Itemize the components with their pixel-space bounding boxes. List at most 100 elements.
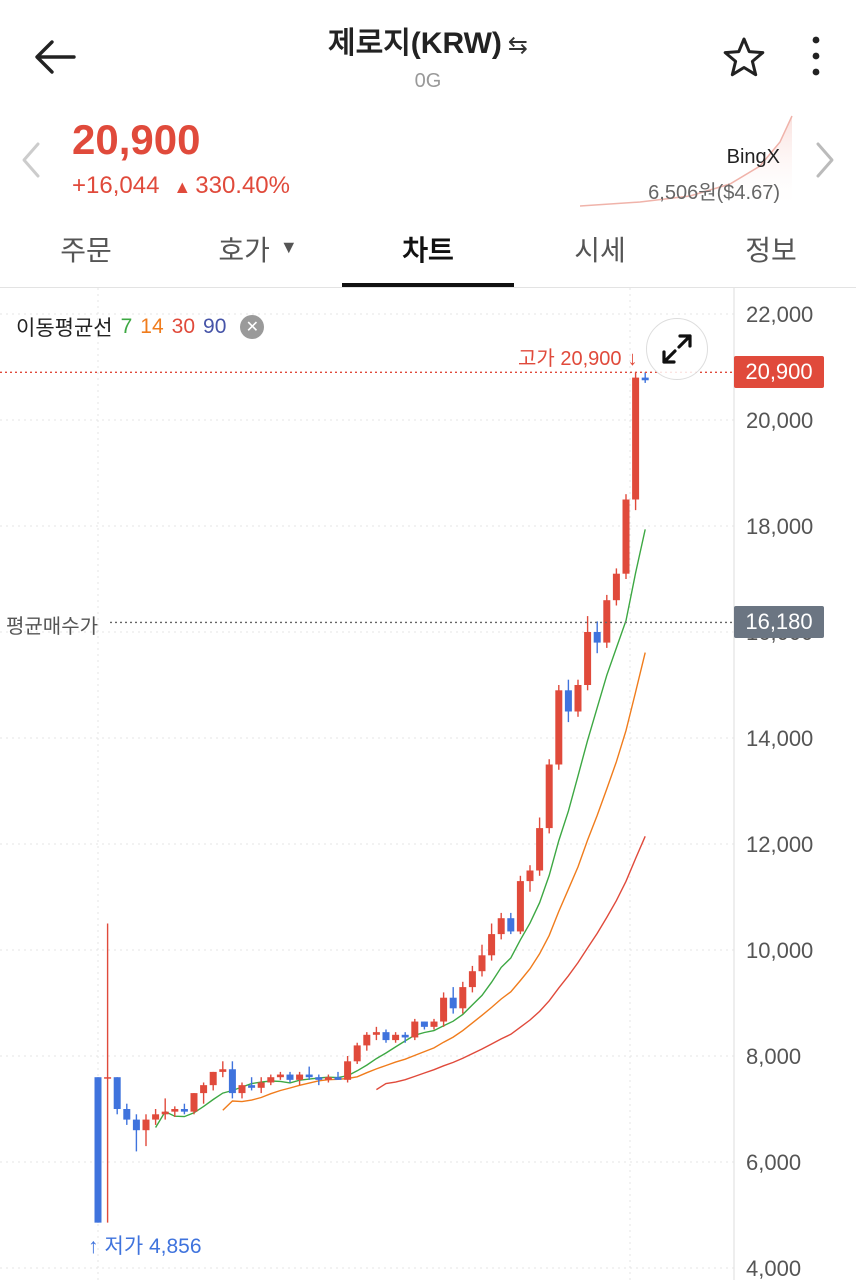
- candle-body: [526, 870, 534, 882]
- tab-order-label: 주문: [60, 235, 112, 266]
- tab-order[interactable]: 주문: [0, 215, 172, 287]
- candle-body: [420, 1021, 428, 1027]
- next-coin-chevron-icon[interactable]: [812, 140, 838, 180]
- expand-chart-button[interactable]: [646, 318, 708, 380]
- current-price: 20,900: [72, 116, 201, 163]
- app-header: 제로지(KRW) ⇆ 0G: [0, 0, 856, 110]
- candle-body: [641, 377, 649, 381]
- legend-ma30: 30: [171, 315, 196, 338]
- candle-body: [257, 1082, 265, 1088]
- price-summary: 20,900 +16,044 ▲ 330.40% BingX 6,506원($4.6…: [0, 110, 856, 210]
- y-tick-label: 18,000: [746, 514, 813, 539]
- candle-body: [564, 690, 572, 712]
- candle-body: [334, 1077, 342, 1080]
- candle-body: [353, 1045, 361, 1062]
- tab-orderbook-label: 호가: [218, 235, 270, 266]
- candle-body: [363, 1034, 371, 1046]
- candle-body: [171, 1109, 179, 1112]
- sparkline-chart: [580, 115, 793, 210]
- price-chart-area[interactable]: 22,00020,00018,00016,00014,00012,00010,0…: [0, 288, 856, 1280]
- candle-body: [593, 632, 601, 643]
- tab-chart[interactable]: 차트: [342, 215, 514, 287]
- moving-average-7-line: [155, 529, 646, 1128]
- average-buy-price-label: 평균매수가: [6, 616, 98, 638]
- candle-body: [104, 1077, 112, 1079]
- dropdown-caret-icon: ▼: [279, 237, 298, 257]
- candle-body: [555, 690, 563, 765]
- close-legend-icon[interactable]: ✕: [240, 315, 265, 339]
- current-price-badge: 20,900: [734, 356, 824, 389]
- candle-body: [612, 573, 620, 601]
- candle-body: [238, 1085, 246, 1094]
- candle-body: [296, 1074, 304, 1080]
- candle-body: [574, 685, 582, 712]
- candle-body: [305, 1074, 313, 1078]
- candle-body: [113, 1077, 121, 1109]
- legend-title: 이동평균선: [16, 317, 113, 340]
- down-arrow-icon: ↓: [627, 348, 638, 370]
- up-arrow-icon: ↑: [88, 1235, 99, 1258]
- tab-info[interactable]: 정보: [686, 215, 856, 287]
- candle-body: [497, 918, 505, 935]
- y-tick-label: 14,000: [746, 726, 813, 751]
- candle-body: [276, 1074, 284, 1078]
- legend-ma90: 90: [203, 315, 227, 338]
- candle-body: [315, 1077, 323, 1080]
- candle-body: [190, 1093, 198, 1112]
- title-block: 제로지(KRW) ⇆ 0G: [0, 18, 856, 93]
- moving-average-30-line: [376, 836, 646, 1091]
- candle-body: [584, 632, 592, 685]
- swap-currency-icon[interactable]: ⇆: [507, 32, 528, 59]
- candle-body: [392, 1034, 400, 1041]
- y-tick-label: 8,000: [746, 1044, 801, 1069]
- change-percent: 330.40%: [195, 172, 290, 199]
- exchange-name: BingX: [726, 146, 780, 168]
- candle-body: [516, 881, 524, 932]
- legend-ma14: 14: [140, 315, 164, 338]
- candle-body: [430, 1021, 438, 1027]
- candle-body: [488, 934, 496, 956]
- y-tick-label: 20,000: [746, 408, 813, 433]
- candle-body: [440, 997, 448, 1022]
- back-arrow-icon[interactable]: [30, 32, 80, 82]
- up-triangle-icon: ▲: [173, 177, 192, 197]
- candle-body: [632, 377, 640, 500]
- candle-body: [622, 499, 630, 574]
- candle-body: [324, 1077, 332, 1080]
- favorite-star-icon[interactable]: [720, 34, 768, 82]
- page-subtitle: 0G: [414, 70, 442, 92]
- candle-body: [94, 1077, 102, 1223]
- candle-body: [142, 1119, 150, 1131]
- exchange-krw-price: 6,506원: [648, 182, 717, 204]
- moving-average-legend: 이동평균선 7 14 30 90 ✕: [16, 312, 265, 342]
- previous-coin-chevron-icon[interactable]: [18, 140, 44, 180]
- tab-market-price[interactable]: 시세: [514, 215, 686, 287]
- page-title: 제로지(KRW): [328, 27, 502, 60]
- exchange-usd-price: ($4.67): [716, 182, 780, 204]
- tab-info-label: 정보: [745, 235, 797, 266]
- candle-body: [152, 1114, 160, 1120]
- candle-body: [161, 1111, 169, 1115]
- tab-bar: 주문 호가 ▼ 차트 시세 정보: [0, 215, 856, 288]
- price-change: +16,044 ▲ 330.40%: [72, 172, 290, 200]
- tab-orderbook[interactable]: 호가 ▼: [172, 215, 344, 287]
- candle-body: [123, 1109, 131, 1120]
- candlestick-chart[interactable]: 22,00020,00018,00016,00014,00012,00010,0…: [0, 288, 856, 1280]
- candle-body: [545, 764, 553, 829]
- high-price-text: 고가 20,900: [518, 348, 622, 370]
- candle-body: [180, 1109, 188, 1112]
- y-tick-label: 4,000: [746, 1256, 801, 1280]
- y-tick-label: 6,000: [746, 1150, 801, 1175]
- moving-average-14-line: [222, 652, 646, 1111]
- y-tick-label: 10,000: [746, 938, 813, 963]
- average-buy-price-badge: 16,180: [734, 606, 824, 639]
- candle-body: [132, 1119, 140, 1131]
- candle-body: [286, 1074, 294, 1080]
- y-tick-label: 12,000: [746, 832, 813, 857]
- change-amount: +16,044: [72, 172, 160, 199]
- more-menu-icon[interactable]: [800, 30, 832, 82]
- legend-ma7: 7: [120, 315, 133, 338]
- active-tab-indicator: [342, 283, 514, 288]
- candle-body: [267, 1077, 275, 1083]
- y-tick-label: 22,000: [746, 302, 813, 327]
